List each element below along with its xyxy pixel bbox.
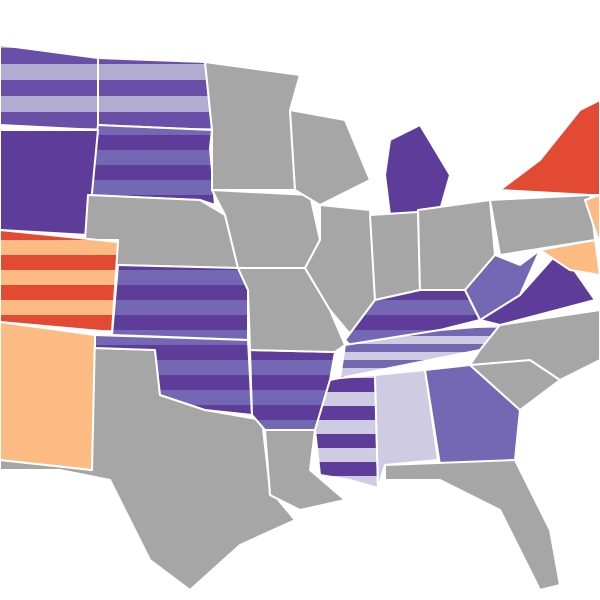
state	[424, 364, 521, 466]
state	[384, 124, 451, 216]
states	[0, 44, 600, 591]
state	[584, 194, 600, 246]
state	[289, 109, 371, 206]
state	[87, 124, 216, 206]
state	[94, 334, 253, 416]
state	[469, 309, 600, 381]
state	[204, 61, 301, 191]
state	[0, 44, 99, 131]
state	[374, 369, 439, 489]
state	[0, 229, 119, 333]
state	[369, 211, 421, 301]
state	[0, 129, 99, 236]
state	[111, 264, 249, 341]
state	[384, 459, 561, 591]
state	[97, 57, 213, 131]
state	[499, 99, 600, 196]
state	[0, 321, 96, 471]
state	[539, 239, 600, 276]
